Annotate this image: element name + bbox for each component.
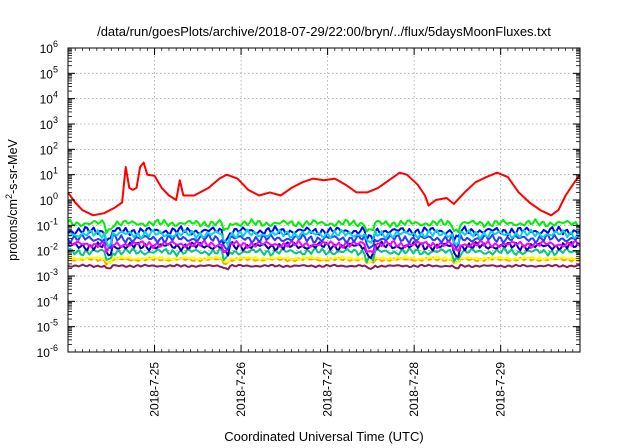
y-axis-label-exponent: 2 xyxy=(4,194,14,199)
data-series xyxy=(67,161,581,271)
y-tick-base: 10 xyxy=(37,346,51,360)
y-tick-exponent: -2 xyxy=(50,242,58,252)
y-tick-label: 10-3 xyxy=(37,267,58,284)
y-tick-base: 10 xyxy=(40,194,54,208)
y-axis-label: protons/cm2-s-sr-MeV xyxy=(4,138,20,260)
y-tick-exponent: -6 xyxy=(50,343,58,353)
x-tick-label: 2018-7-25 xyxy=(148,362,162,417)
y-tick-exponent: 0 xyxy=(53,191,58,201)
y-tick-exponent: -3 xyxy=(50,267,58,277)
y-tick-label: 10-2 xyxy=(37,242,58,259)
y-axis-label-rest: -s-sr-MeV xyxy=(6,138,20,194)
series-line xyxy=(67,218,581,234)
series-line xyxy=(67,228,581,248)
y-tick-base: 10 xyxy=(37,219,51,233)
y-tick-exponent: 3 xyxy=(53,115,58,125)
y-tick-exponent: 1 xyxy=(53,166,58,176)
y-tick-label: 10-4 xyxy=(37,292,58,309)
y-tick-label: 105 xyxy=(40,64,58,81)
y-tick-label: 100 xyxy=(40,191,58,208)
y-tick-exponent: 4 xyxy=(53,90,58,100)
y-axis-ticks: 10-610-510-410-310-210-11001011021031041… xyxy=(37,39,580,360)
y-tick-base: 10 xyxy=(40,42,54,56)
x-tick-label: 2018-7-29 xyxy=(494,362,508,417)
x-tick-label: 2018-7-28 xyxy=(407,362,421,417)
y-tick-exponent: 2 xyxy=(53,140,58,150)
grid-lines xyxy=(68,48,580,352)
y-tick-base: 10 xyxy=(40,143,54,157)
y-tick-base: 10 xyxy=(37,245,51,259)
y-tick-base: 10 xyxy=(37,321,51,335)
y-tick-exponent: 6 xyxy=(53,39,58,49)
y-tick-base: 10 xyxy=(40,118,54,132)
y-tick-label: 10-5 xyxy=(37,318,58,335)
chart-title: /data/run/goesPlots/archive/2018-07-29/2… xyxy=(97,24,551,39)
y-tick-label: 104 xyxy=(40,90,58,107)
series-line xyxy=(67,263,581,271)
y-tick-base: 10 xyxy=(40,169,54,183)
y-axis-label-base: protons/cm xyxy=(6,199,20,261)
y-tick-exponent: -4 xyxy=(50,292,58,302)
series-line xyxy=(67,246,581,263)
y-tick-base: 10 xyxy=(40,67,54,81)
y-tick-label: 10-1 xyxy=(37,216,58,233)
y-tick-label: 10-6 xyxy=(37,343,58,360)
y-tick-base: 10 xyxy=(37,270,51,284)
x-tick-label: 2018-7-26 xyxy=(234,362,248,417)
x-axis-ticks: 2018-7-25 2018-7-26 2018-7-27 2018-7-28 2018… xyxy=(74,48,574,417)
series-line xyxy=(67,161,581,217)
y-tick-label: 103 xyxy=(40,115,58,132)
y-tick-exponent: -5 xyxy=(50,318,58,328)
x-axis-label: Coordinated Universal Time (UTC) xyxy=(224,429,423,444)
x-tick-label: 2018-7-27 xyxy=(321,362,335,417)
y-tick-label: 102 xyxy=(40,140,58,157)
y-tick-base: 10 xyxy=(40,93,54,107)
series-line xyxy=(67,239,581,254)
y-tick-exponent: 5 xyxy=(53,64,58,74)
series-line xyxy=(67,255,581,265)
y-tick-exponent: -1 xyxy=(50,216,58,226)
y-tick-label: 106 xyxy=(40,39,58,56)
y-tick-label: 101 xyxy=(40,166,58,183)
y-tick-base: 10 xyxy=(37,295,51,309)
series-line xyxy=(67,240,581,260)
series-line xyxy=(67,233,581,251)
